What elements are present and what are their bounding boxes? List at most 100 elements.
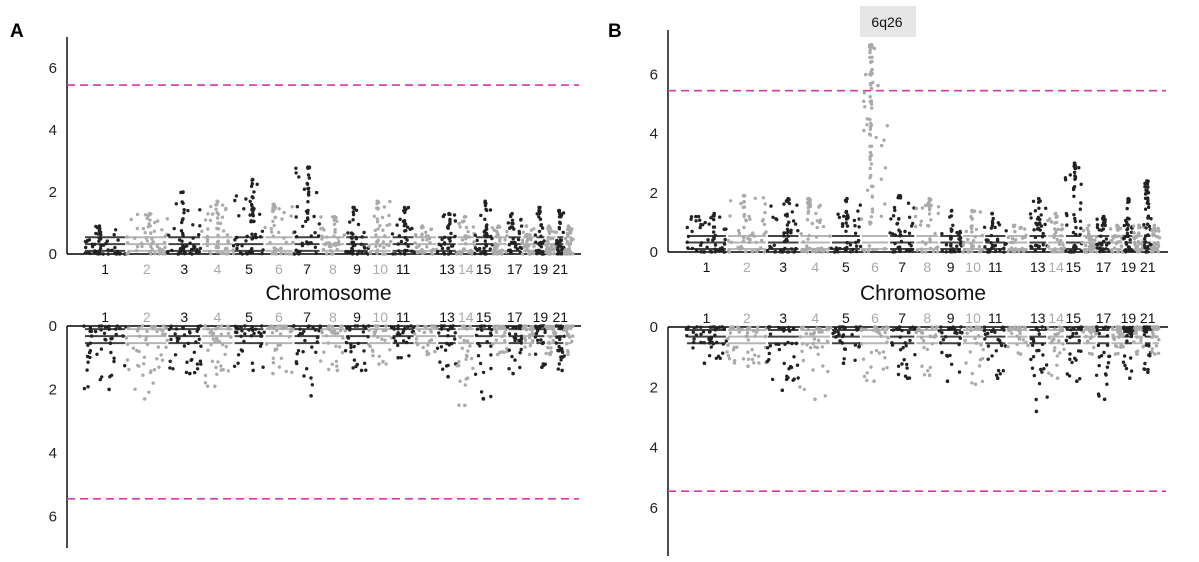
top-point — [966, 250, 970, 254]
bottom-point — [945, 354, 950, 358]
bottom-point — [494, 330, 499, 334]
top-point — [712, 225, 717, 229]
bottom-peak-point — [1018, 352, 1023, 356]
top-point — [1099, 241, 1103, 245]
bottom-point — [998, 372, 1002, 376]
top-chromosome-label: 9 — [353, 261, 361, 277]
top-point — [306, 173, 311, 177]
bottom-chromosome-label: 8 — [923, 310, 931, 326]
bottom-point — [732, 361, 737, 365]
top-point — [722, 250, 726, 254]
bottom-point — [811, 368, 815, 372]
bottom-point — [818, 327, 822, 331]
top-peak-point — [566, 224, 571, 228]
bottom-point — [160, 358, 165, 362]
bottom-point — [86, 343, 90, 347]
top-point — [1073, 216, 1077, 221]
top-point — [1132, 240, 1137, 245]
top-point — [869, 162, 874, 166]
top-point — [1078, 207, 1083, 211]
top-point — [181, 233, 185, 238]
bottom-point — [755, 325, 760, 329]
bottom-point — [551, 324, 555, 329]
top-point — [1059, 234, 1064, 238]
top-point — [538, 210, 542, 214]
top-point — [1143, 237, 1147, 241]
top-point — [192, 244, 196, 248]
bottom-point — [409, 324, 413, 328]
top-point — [249, 202, 254, 207]
top-peak-point — [483, 199, 488, 204]
top-point — [305, 216, 310, 220]
top-point — [181, 243, 185, 248]
bottom-point — [501, 325, 506, 330]
bottom-point — [746, 350, 750, 354]
bottom-point — [757, 361, 761, 365]
bottom-point — [833, 326, 838, 330]
top-point — [1037, 206, 1041, 210]
bottom-point — [227, 327, 232, 331]
bottom-point — [435, 326, 439, 330]
top-point — [915, 248, 919, 253]
bottom-point — [1132, 340, 1136, 344]
bottom-point — [88, 341, 93, 345]
bottom-point — [836, 330, 840, 334]
top-point — [372, 214, 376, 218]
top-point — [415, 250, 419, 255]
bottom-point — [533, 352, 538, 356]
top-point — [848, 243, 853, 247]
bottom-point — [1088, 336, 1093, 341]
top-point — [898, 248, 902, 253]
top-point — [244, 239, 248, 243]
top-point — [951, 247, 955, 251]
top-point — [1054, 215, 1058, 220]
bottom-point — [726, 354, 731, 358]
bottom-y-tick-label: 2 — [49, 381, 57, 398]
top-point — [1043, 222, 1047, 227]
top-point — [382, 245, 386, 250]
top-point — [410, 226, 414, 231]
top-point — [782, 231, 786, 235]
top-point — [224, 252, 228, 256]
bottom-peak-point — [446, 374, 450, 379]
bottom-point — [1157, 338, 1161, 342]
top-point — [191, 236, 195, 240]
top-point — [511, 237, 515, 241]
top-point — [896, 245, 900, 250]
bottom-point — [453, 331, 457, 335]
bottom-point — [842, 347, 847, 351]
bottom-point — [559, 358, 563, 362]
top-point — [211, 212, 215, 216]
top-point — [85, 239, 89, 243]
bottom-point — [438, 360, 442, 364]
top-point — [566, 251, 570, 255]
top-peak-point — [1072, 161, 1077, 165]
top-point — [1156, 226, 1161, 230]
top-point — [275, 248, 280, 252]
top-point — [534, 240, 538, 244]
bottom-peak-point — [566, 352, 570, 357]
top-chromosome-label: 6 — [275, 261, 283, 277]
top-point — [1020, 246, 1024, 251]
bottom-point — [126, 326, 131, 330]
top-point — [249, 219, 253, 223]
top-point — [1136, 233, 1140, 237]
top-point — [295, 235, 299, 239]
top-point — [1094, 235, 1099, 239]
bottom-point — [788, 364, 793, 369]
bottom-point — [1017, 336, 1022, 341]
top-point — [929, 218, 933, 222]
bottom-point — [171, 367, 175, 371]
top-point — [503, 238, 507, 242]
top-point — [397, 249, 401, 253]
top-point — [1072, 164, 1076, 168]
top-point — [978, 210, 982, 214]
bottom-chromosome-label: 4 — [214, 309, 222, 325]
bottom-point — [1050, 338, 1055, 342]
top-point — [785, 223, 790, 227]
top-point — [906, 201, 911, 205]
top-point — [1100, 223, 1105, 228]
top-peak-point — [351, 205, 355, 210]
top-point — [933, 231, 937, 236]
top-point — [1053, 247, 1057, 251]
